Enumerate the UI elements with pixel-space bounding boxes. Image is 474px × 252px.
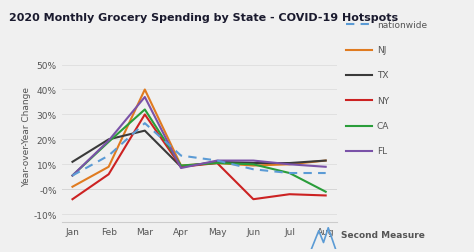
- nationwide: [250, 168, 256, 171]
- NY: [70, 198, 75, 201]
- TX: [214, 161, 220, 164]
- CA: [250, 163, 256, 166]
- nationwide: [142, 122, 148, 125]
- CA: [142, 109, 148, 112]
- Line: CA: CA: [73, 110, 326, 192]
- NY: [250, 198, 256, 201]
- nationwide: [323, 172, 328, 175]
- FL: [287, 163, 292, 166]
- Text: FL: FL: [377, 147, 387, 156]
- NY: [287, 193, 292, 196]
- NJ: [178, 164, 184, 167]
- nationwide: [178, 154, 184, 158]
- TX: [250, 162, 256, 165]
- Line: FL: FL: [73, 98, 326, 176]
- NY: [323, 194, 328, 197]
- TX: [70, 161, 75, 164]
- FL: [106, 140, 111, 143]
- CA: [287, 172, 292, 175]
- Line: nationwide: nationwide: [73, 124, 326, 176]
- NJ: [287, 163, 292, 166]
- Text: CA: CA: [377, 121, 389, 131]
- Text: TX: TX: [377, 71, 388, 80]
- CA: [106, 141, 111, 144]
- FL: [323, 166, 328, 169]
- Text: 2020 Monthly Grocery Spending by State - COVID-19 Hotspots: 2020 Monthly Grocery Spending by State -…: [9, 13, 399, 23]
- Text: nationwide: nationwide: [377, 21, 427, 30]
- FL: [142, 96, 148, 99]
- NJ: [142, 89, 148, 92]
- NJ: [214, 162, 220, 165]
- NJ: [323, 160, 328, 163]
- Y-axis label: Year-over-Year Change: Year-over-Year Change: [22, 86, 31, 186]
- TX: [287, 162, 292, 165]
- nationwide: [106, 154, 111, 158]
- Line: NJ: NJ: [73, 90, 326, 187]
- Line: NY: NY: [73, 115, 326, 199]
- NY: [106, 173, 111, 176]
- NY: [214, 162, 220, 165]
- NY: [178, 166, 184, 169]
- Text: NY: NY: [377, 96, 389, 105]
- FL: [178, 167, 184, 170]
- FL: [214, 160, 220, 163]
- FL: [70, 174, 75, 177]
- Text: NJ: NJ: [377, 46, 386, 55]
- FL: [250, 160, 256, 163]
- CA: [178, 164, 184, 167]
- CA: [70, 174, 75, 177]
- nationwide: [70, 174, 75, 177]
- Text: Second Measure: Second Measure: [341, 230, 425, 239]
- TX: [178, 166, 184, 169]
- NJ: [106, 166, 111, 169]
- TX: [142, 130, 148, 133]
- nationwide: [287, 172, 292, 175]
- TX: [323, 160, 328, 163]
- Line: TX: TX: [73, 131, 326, 167]
- NJ: [70, 185, 75, 188]
- CA: [214, 162, 220, 165]
- TX: [106, 138, 111, 141]
- NJ: [250, 164, 256, 167]
- CA: [323, 191, 328, 194]
- NY: [142, 113, 148, 116]
- nationwide: [214, 160, 220, 163]
